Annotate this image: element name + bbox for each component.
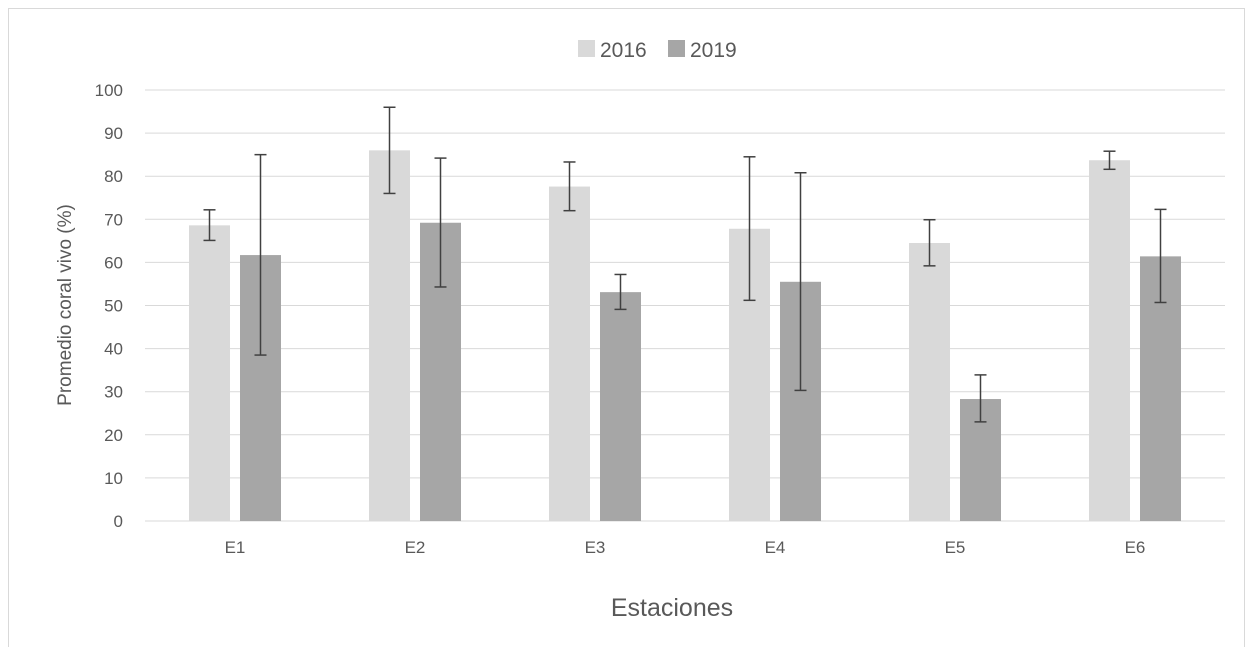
x-tick-label: E6 [1125,538,1146,557]
bar-2016-E6 [1089,160,1130,522]
x-axis-ticks: E1 E2 E3 E4 E5 E6 [225,538,1146,557]
x-tick-label: E2 [405,538,426,557]
y-tick-label: 50 [104,297,123,316]
y-tick-label: 100 [95,81,123,100]
x-tick-label: E4 [765,538,786,557]
y-tick-label: 70 [104,210,123,229]
x-tick-label: E3 [585,538,606,557]
legend-swatch-2019 [668,40,685,57]
bar-2019-E3 [600,292,641,521]
legend-label-2019: 2019 [690,39,737,62]
y-axis-ticks: 0 10 20 30 40 50 60 70 80 90 100 [95,81,123,531]
bars [189,150,1181,522]
y-tick-label: 30 [104,383,123,402]
bar-2016-E3 [549,186,590,521]
legend: 2016 2019 [578,39,737,62]
legend-swatch-2016 [578,40,595,57]
y-tick-label: 0 [114,512,123,531]
y-tick-label: 60 [104,253,123,272]
bar-2016-E2 [369,150,410,521]
legend-label-2016: 2016 [600,39,647,62]
x-axis-title: Estaciones [611,594,733,622]
y-tick-label: 10 [104,469,123,488]
error-bars [203,106,1167,423]
bar-2016-E1 [189,225,230,522]
x-tick-label: E1 [225,538,246,557]
y-axis-title: Promedio coral vivo (%) [55,204,76,406]
y-tick-label: 40 [104,340,123,359]
x-tick-label: E5 [945,538,966,557]
y-tick-label: 80 [104,167,123,186]
bar-2016-E5 [909,243,950,521]
y-tick-label: 20 [104,426,123,445]
gridlines [145,89,1225,522]
y-tick-label: 90 [104,124,123,143]
